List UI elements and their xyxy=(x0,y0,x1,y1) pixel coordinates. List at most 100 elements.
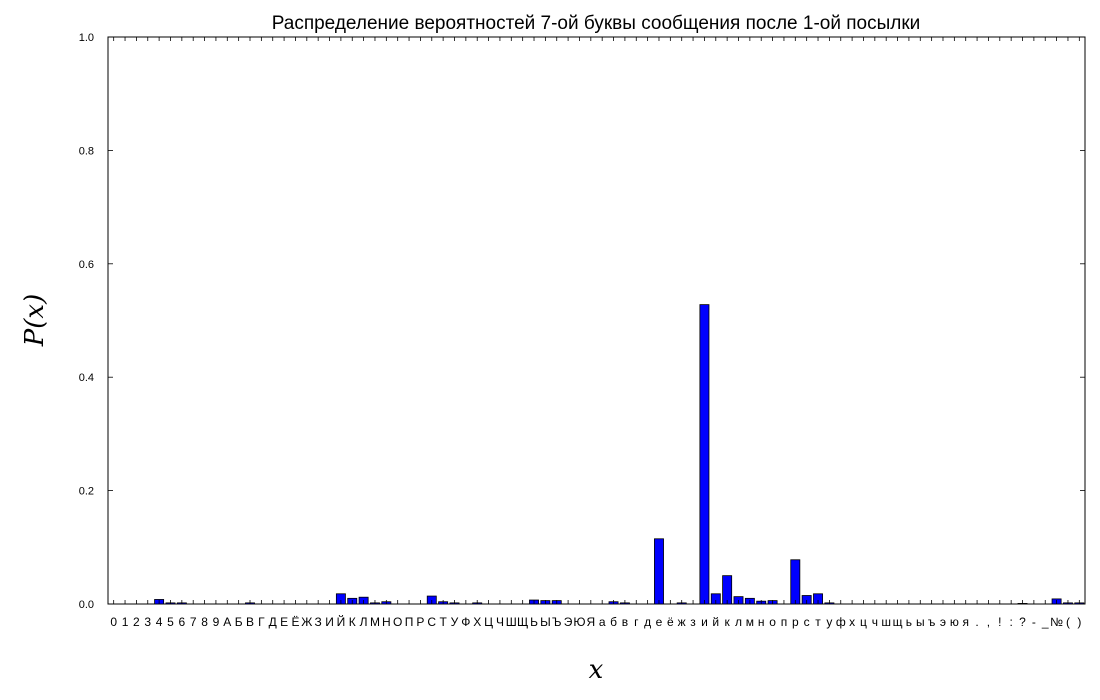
x-tick-label-6: 6 xyxy=(178,615,185,629)
x-tick-label-53: й xyxy=(712,615,719,629)
x-tick-label-30: У xyxy=(451,615,459,629)
x-tick-label-69: щ xyxy=(893,615,903,629)
x-tick-label-26: П xyxy=(405,615,414,629)
x-tick-label-20: Й xyxy=(337,614,346,629)
x-tick-label-51: з xyxy=(690,615,696,629)
x-tick-label-39: Ъ xyxy=(552,615,562,629)
x-tick-label-19: И xyxy=(325,615,334,629)
x-tick-label-66: ц xyxy=(860,615,867,629)
x-tick-label-37: Ь xyxy=(530,615,538,629)
x-tick-label-55: л xyxy=(735,615,742,629)
x-tick-label-71: ы xyxy=(916,615,925,629)
x-tick-label-45: в xyxy=(622,615,628,629)
x-tick-label-14: Д xyxy=(269,615,277,629)
x-tick-label-27: Р xyxy=(416,615,424,629)
x-tick-label-52: и xyxy=(701,615,708,629)
bars-group xyxy=(154,304,1085,605)
x-tick-label-79: : xyxy=(1009,615,1012,629)
plot-frame xyxy=(107,36,1086,605)
x-tick-label-8: 8 xyxy=(201,615,208,629)
x-tick-label-4: 4 xyxy=(156,615,163,629)
x-tick-label-0: 0 xyxy=(110,615,117,629)
x-tick-label-5: 5 xyxy=(167,615,174,629)
x-tick-label-63: у xyxy=(826,615,832,629)
x-tick-label-22: Л xyxy=(360,615,368,629)
x-tick-label-75: я xyxy=(962,615,969,629)
x-tick-label-43: а xyxy=(599,615,606,629)
x-tick-label-59: п xyxy=(781,615,788,629)
x-tick-label-60: р xyxy=(792,615,799,629)
x-tick-label-2: 2 xyxy=(133,615,140,629)
x-tick-label-67: ч xyxy=(872,615,878,629)
x-tick-label-84: ( xyxy=(1066,615,1070,629)
bar-54 xyxy=(722,575,733,605)
x-tick-label-58: о xyxy=(769,615,776,629)
x-tick-label-77: , xyxy=(987,615,990,629)
x-tick-label-24: Н xyxy=(382,615,391,629)
x-tick-label-47: д xyxy=(644,615,651,629)
x-tick-label-78: ! xyxy=(998,615,1001,629)
x-tick-label-57: н xyxy=(758,615,765,629)
y-tick-label-5: 1.0 xyxy=(79,32,94,44)
x-tick-label-16: Ё xyxy=(291,615,299,629)
x-tick-label-9: 9 xyxy=(213,615,220,629)
x-tick-label-85: ) xyxy=(1077,615,1081,629)
x-tick-label-35: Ш xyxy=(506,615,517,629)
x-tick-label-64: ф xyxy=(836,615,846,629)
x-tick-label-15: Е xyxy=(280,615,288,629)
chart-title: Распределение вероятностей 7-ой буквы со… xyxy=(272,13,921,34)
x-tick-label-7: 7 xyxy=(190,615,197,629)
x-tick-label-70: ь xyxy=(906,615,912,629)
x-tick-label-62: т xyxy=(815,615,821,629)
x-tick-label-17: Ж xyxy=(301,615,312,629)
x-tick-label-83: № xyxy=(1050,615,1063,629)
x-tick-label-3: 3 xyxy=(144,615,151,629)
x-tick-label-68: ш xyxy=(881,615,891,629)
x-tick-label-42: Я xyxy=(586,615,595,629)
y-tick-label-4: 0.8 xyxy=(79,145,94,157)
bar-52 xyxy=(699,304,710,605)
x-axis-label: x xyxy=(589,655,604,685)
y-tick-label-1: 0.2 xyxy=(79,486,94,498)
x-tick-label-46: г xyxy=(634,615,639,629)
x-tick-label-1: 1 xyxy=(122,615,129,629)
x-tick-label-80: ? xyxy=(1019,615,1026,629)
y-tick-label-3: 0.6 xyxy=(79,259,94,271)
x-tick-label-74: ю xyxy=(950,615,959,629)
x-tick-label-32: Х xyxy=(473,615,481,629)
x-tick-label-73: э xyxy=(940,615,946,629)
x-tick-label-33: Ц xyxy=(484,615,493,629)
x-tick-label-10: А xyxy=(223,615,231,629)
x-tick-label-54: к xyxy=(725,615,731,629)
x-tick-label-44: б xyxy=(610,615,617,629)
y-tick-label-0: 0.0 xyxy=(79,599,94,611)
x-tick-label-82: _ xyxy=(1041,615,1049,629)
y-tick-label-2: 0.4 xyxy=(79,372,94,384)
x-tick-label-49: ё xyxy=(667,615,674,629)
x-tick-label-41: Ю xyxy=(573,615,585,629)
x-tick-label-36: Щ xyxy=(517,615,528,629)
x-tick-label-40: Э xyxy=(564,615,573,629)
x-tick-label-56: м xyxy=(746,615,754,629)
y-axis: 0.0 0.2 0.4 0.6 0.8 1.0 xyxy=(79,32,1085,611)
x-tick-label-50: ж xyxy=(678,615,686,629)
x-tick-label-61: с xyxy=(804,615,810,629)
x-tick-label-72: ъ xyxy=(928,615,936,629)
x-tick-label-25: О xyxy=(393,615,402,629)
x-tick-label-34: Ч xyxy=(496,615,504,629)
y-axis-label: P(x) xyxy=(20,294,50,347)
x-tick-label-65: х xyxy=(849,615,855,629)
x-tick-label-29: Т xyxy=(439,615,447,629)
x-tick-label-23: М xyxy=(370,615,380,629)
x-tick-label-31: Ф xyxy=(461,615,470,629)
x-tick-label-18: З xyxy=(315,615,322,629)
x-tick-label-81: - xyxy=(1032,615,1036,629)
x-tick-label-38: Ы xyxy=(540,615,551,629)
x-tick-label-28: С xyxy=(427,615,436,629)
x-tick-label-12: В xyxy=(246,615,254,629)
bar-60 xyxy=(790,559,801,605)
x-tick-label-21: К xyxy=(349,615,356,629)
x-tick-label-11: Б xyxy=(235,615,243,629)
